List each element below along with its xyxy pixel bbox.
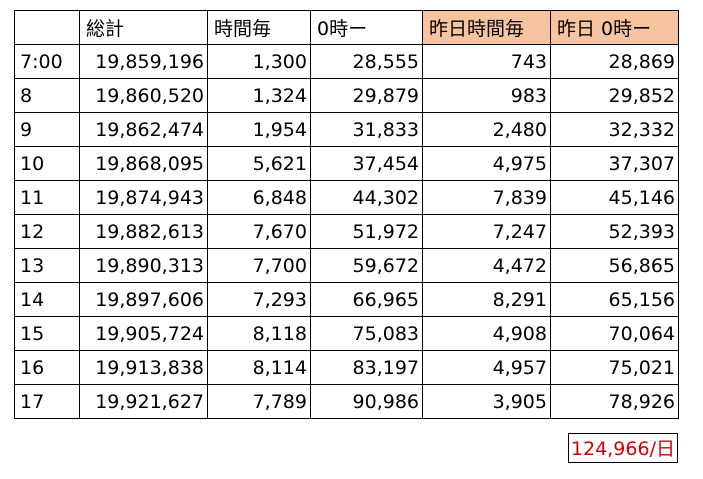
yesterday-since-midnight-cell: 37,307 — [550, 146, 679, 181]
table-row: 11 19,874,943 6,848 44,302 7,839 45,146 — [14, 180, 679, 215]
total-cell: 19,862,474 — [79, 112, 208, 147]
data-table: 総計 時間毎 0時ー 昨日時間毎 昨日 0時ー 7:00 19,859,196 1,… — [14, 10, 679, 419]
since-midnight-cell: 59,672 — [310, 248, 423, 283]
since-midnight-cell: 51,972 — [310, 214, 423, 249]
yesterday-hourly-cell: 2,480 — [422, 112, 551, 147]
hourly-cell: 7,670 — [207, 214, 311, 249]
total-cell: 19,860,520 — [79, 78, 208, 113]
yesterday-hourly-cell: 743 — [422, 44, 551, 79]
yesterday-hourly-cell: 4,472 — [422, 248, 551, 283]
yesterday-hourly-cell: 7,247 — [422, 214, 551, 249]
yesterday-since-midnight-cell: 52,393 — [550, 214, 679, 249]
table-row: 10 19,868,095 5,621 37,454 4,975 37,307 — [14, 146, 679, 181]
hourly-cell: 7,789 — [207, 384, 311, 419]
table-row: 7:00 19,859,196 1,300 28,555 743 28,869 — [14, 44, 679, 79]
row-label-cell: 13 — [14, 248, 80, 283]
hourly-cell: 7,293 — [207, 282, 311, 317]
table-row: 13 19,890,313 7,700 59,672 4,472 56,865 — [14, 248, 679, 283]
hourly-cell: 8,118 — [207, 316, 311, 351]
hourly-cell: 1,954 — [207, 112, 311, 147]
header-cell-yesterday-since-midnight: 昨日 0時ー — [550, 10, 679, 45]
yesterday-since-midnight-cell: 65,156 — [550, 282, 679, 317]
yesterday-hourly-cell: 3,905 — [422, 384, 551, 419]
total-cell: 19,859,196 — [79, 44, 208, 79]
daily-total-box: 124,966/日 — [568, 433, 678, 463]
table-row: 16 19,913,838 8,114 83,197 4,957 75,021 — [14, 350, 679, 385]
yesterday-hourly-cell: 983 — [422, 78, 551, 113]
yesterday-hourly-cell: 7,839 — [422, 180, 551, 215]
hourly-cell: 1,324 — [207, 78, 311, 113]
since-midnight-cell: 66,965 — [310, 282, 423, 317]
yesterday-hourly-cell: 4,957 — [422, 350, 551, 385]
since-midnight-cell: 37,454 — [310, 146, 423, 181]
yesterday-hourly-cell: 8,291 — [422, 282, 551, 317]
row-label-cell: 15 — [14, 316, 80, 351]
yesterday-since-midnight-cell: 56,865 — [550, 248, 679, 283]
header-cell-yesterday-hourly: 昨日時間毎 — [422, 10, 551, 45]
since-midnight-cell: 90,986 — [310, 384, 423, 419]
row-label-cell: 9 — [14, 112, 80, 147]
table-row: 9 19,862,474 1,954 31,833 2,480 32,332 — [14, 112, 679, 147]
since-midnight-cell: 29,879 — [310, 78, 423, 113]
table-row: 8 19,860,520 1,324 29,879 983 29,852 — [14, 78, 679, 113]
header-cell-since-midnight: 0時ー — [310, 10, 423, 45]
row-label-cell: 12 — [14, 214, 80, 249]
header-row: 総計 時間毎 0時ー 昨日時間毎 昨日 0時ー — [14, 10, 679, 45]
table-row: 15 19,905,724 8,118 75,083 4,908 70,064 — [14, 316, 679, 351]
row-label-cell: 8 — [14, 78, 80, 113]
yesterday-hourly-cell: 4,908 — [422, 316, 551, 351]
since-midnight-cell: 31,833 — [310, 112, 423, 147]
table-row: 14 19,897,606 7,293 66,965 8,291 65,156 — [14, 282, 679, 317]
hourly-cell: 8,114 — [207, 350, 311, 385]
row-label-cell: 10 — [14, 146, 80, 181]
total-cell: 19,882,613 — [79, 214, 208, 249]
total-cell: 19,897,606 — [79, 282, 208, 317]
table-row: 12 19,882,613 7,670 51,972 7,247 52,393 — [14, 214, 679, 249]
row-label-cell: 11 — [14, 180, 80, 215]
row-label-cell: 7:00 — [14, 44, 80, 79]
since-midnight-cell: 75,083 — [310, 316, 423, 351]
header-cell-total: 総計 — [79, 10, 208, 45]
total-cell: 19,921,627 — [79, 384, 208, 419]
yesterday-since-midnight-cell: 32,332 — [550, 112, 679, 147]
since-midnight-cell: 28,555 — [310, 44, 423, 79]
yesterday-hourly-cell: 4,975 — [422, 146, 551, 181]
hourly-cell: 1,300 — [207, 44, 311, 79]
table-row: 17 19,921,627 7,789 90,986 3,905 78,926 — [14, 384, 679, 419]
total-cell: 19,890,313 — [79, 248, 208, 283]
yesterday-since-midnight-cell: 28,869 — [550, 44, 679, 79]
row-label-cell: 17 — [14, 384, 80, 419]
yesterday-since-midnight-cell: 45,146 — [550, 180, 679, 215]
row-label-cell: 16 — [14, 350, 80, 385]
yesterday-since-midnight-cell: 29,852 — [550, 78, 679, 113]
yesterday-since-midnight-cell: 75,021 — [550, 350, 679, 385]
hourly-cell: 7,700 — [207, 248, 311, 283]
hourly-cell: 5,621 — [207, 146, 311, 181]
row-label-cell: 14 — [14, 282, 80, 317]
total-cell: 19,868,095 — [79, 146, 208, 181]
since-midnight-cell: 83,197 — [310, 350, 423, 385]
header-cell-hourly: 時間毎 — [207, 10, 311, 45]
header-cell-corner — [14, 10, 80, 45]
hourly-cell: 6,848 — [207, 180, 311, 215]
total-cell: 19,913,838 — [79, 350, 208, 385]
since-midnight-cell: 44,302 — [310, 180, 423, 215]
yesterday-since-midnight-cell: 78,926 — [550, 384, 679, 419]
yesterday-since-midnight-cell: 70,064 — [550, 316, 679, 351]
total-cell: 19,905,724 — [79, 316, 208, 351]
total-cell: 19,874,943 — [79, 180, 208, 215]
